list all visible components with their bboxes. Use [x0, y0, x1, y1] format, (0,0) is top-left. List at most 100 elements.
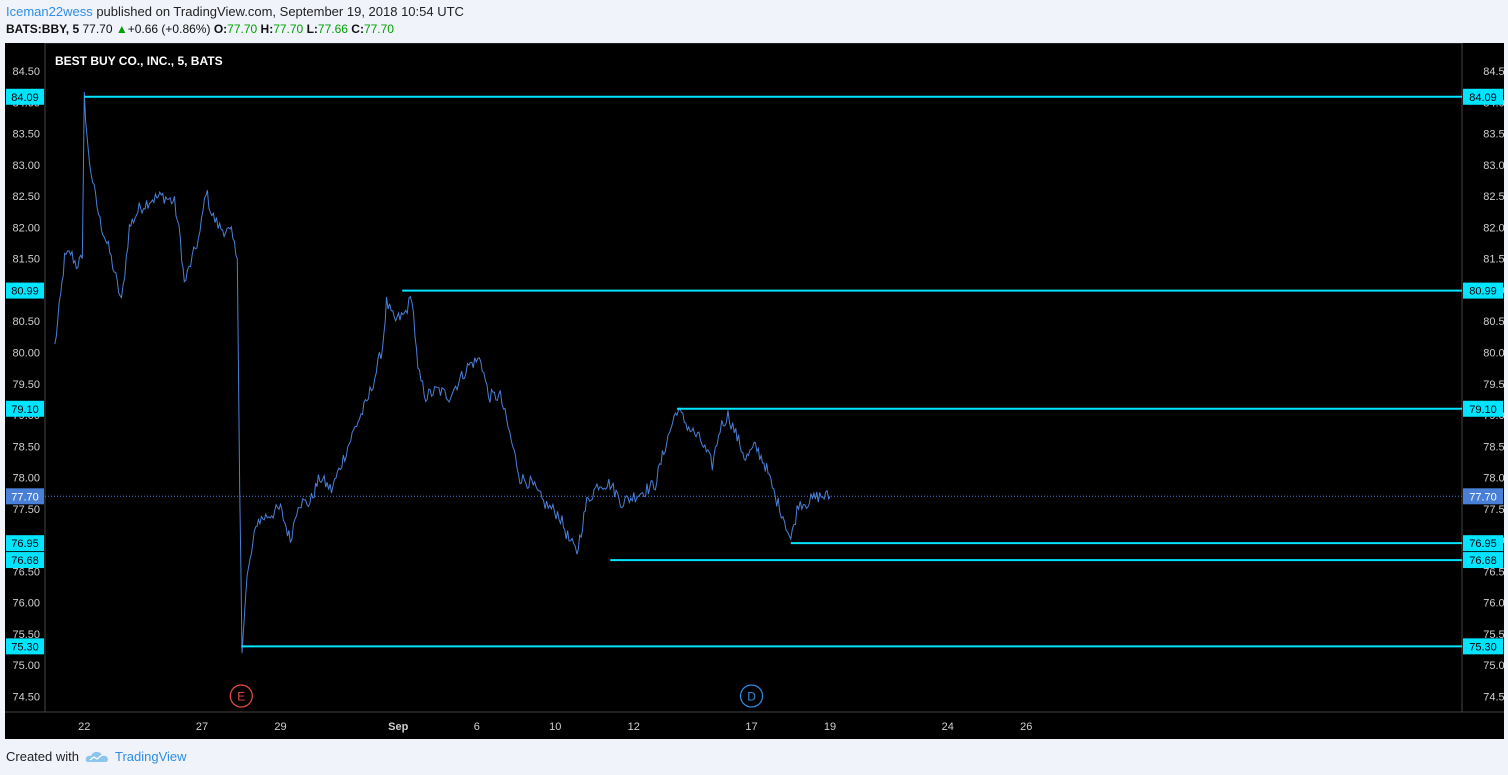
y-tick-left-11: 80.00 — [12, 347, 40, 359]
y-tick-left-18: 83.50 — [12, 129, 40, 141]
current-price-label-left: 77.70 — [11, 491, 39, 503]
level-tag-left-4 — [6, 552, 44, 569]
current-price-tag-left — [6, 488, 44, 505]
y-tick-left-12: 80.50 — [12, 316, 40, 328]
low-value: 77.66 — [317, 22, 348, 36]
current-price-tag-right — [1463, 488, 1503, 505]
plot-area — [44, 42, 1463, 713]
chart-area[interactable]: 74.50 74.50 75.00 75.00 75.50 75.50 76.00 76.00… — [5, 42, 1508, 739]
y-tick-right-12: 80.50 — [1483, 316, 1504, 328]
y-tick-left-15: 82.00 — [12, 222, 40, 234]
open-value: 77.70 — [227, 22, 258, 36]
y-tick-right-6: 77.50 — [1483, 504, 1504, 516]
y-tick-left-17: 83.00 — [12, 160, 40, 172]
last-price: 77.70 — [82, 22, 113, 36]
y-tick-right-1: 75.00 — [1483, 660, 1504, 672]
level-tag-right-2 — [1463, 400, 1503, 417]
price-chart[interactable]: 74.50 74.50 75.00 75.00 75.50 75.50 76.00 76.00… — [5, 42, 1508, 739]
level-tag-left-1 — [6, 282, 44, 299]
y-tick-right-11: 80.00 — [1483, 347, 1504, 359]
level-label-right-0: 84.09 — [1469, 92, 1497, 104]
level-label-left-0: 84.09 — [11, 92, 39, 104]
level-label-left-4: 76.68 — [11, 555, 39, 567]
high-label: H: — [260, 22, 274, 36]
y-tick-right-18: 83.50 — [1483, 129, 1504, 141]
created-with-text: Created with — [6, 749, 79, 764]
y-tick-left-6: 77.50 — [12, 504, 40, 516]
level-tag-right-1 — [1463, 282, 1503, 299]
x-tick-0: 22 — [78, 721, 90, 733]
y-tick-right-14: 81.50 — [1483, 254, 1504, 266]
y-tick-right-7: 78.00 — [1483, 473, 1504, 485]
level-tag-left-2 — [6, 400, 44, 417]
high-value: 77.70 — [273, 22, 304, 36]
level-tag-right-4 — [1463, 552, 1503, 569]
dividend-marker-icon — [739, 684, 764, 708]
level-label-left-5: 75.30 — [11, 641, 39, 653]
y-tick-left-14: 81.50 — [12, 254, 40, 266]
ohlc-legend: BATS:BBY, 5 77.70 ▲+0.66 (+0.86%) O:77.7… — [6, 22, 394, 36]
x-tick-7: 17 — [745, 721, 757, 733]
y-tick-left-16: 82.50 — [12, 191, 40, 203]
level-tag-right-0 — [1463, 88, 1503, 105]
x-tick-9: 24 — [942, 721, 954, 733]
change-value: +0.66 (+0.86%) — [127, 22, 211, 36]
y-tick-right-0: 74.50 — [1483, 691, 1504, 703]
x-tick-2: 29 — [274, 721, 286, 733]
low-label: L: — [306, 22, 318, 36]
level-label-left-2: 79.10 — [11, 404, 39, 416]
current-price-label-right: 77.70 — [1469, 491, 1497, 503]
y-tick-left-8: 78.50 — [12, 441, 40, 453]
x-tick-5: 10 — [549, 721, 561, 733]
x-tick-6: 12 — [628, 721, 640, 733]
open-label: O: — [213, 22, 228, 36]
x-tick-3: Sep — [388, 721, 408, 733]
level-tag-left-5 — [6, 638, 44, 655]
y-tick-right-10: 79.50 — [1483, 379, 1504, 391]
earnings-marker-label: E — [237, 690, 245, 704]
price-series-line — [54, 91, 831, 654]
y-tick-right-17: 83.00 — [1483, 160, 1504, 172]
y-tick-right-16: 82.50 — [1483, 191, 1504, 203]
publication-info: Iceman22wess published on TradingView.co… — [6, 4, 464, 19]
chart-title: BEST BUY CO., INC., 5, BATS — [55, 54, 223, 68]
level-label-left-3: 76.95 — [11, 538, 39, 550]
y-tick-left-20: 84.50 — [12, 66, 40, 78]
level-label-right-4: 76.68 — [1469, 555, 1497, 567]
level-tag-right-5 — [1463, 638, 1503, 655]
level-label-right-1: 80.99 — [1469, 286, 1497, 298]
footer: Created with TradingView — [6, 749, 187, 764]
level-label-left-1: 80.99 — [11, 286, 39, 298]
level-tag-left-0 — [6, 88, 44, 105]
y-tick-right-20: 84.50 — [1483, 66, 1504, 78]
y-tick-left-3: 76.00 — [12, 598, 40, 610]
published-text: published on TradingView.com, September … — [92, 4, 464, 19]
tradingview-cloud-icon[interactable] — [85, 750, 109, 764]
y-tick-right-8: 78.50 — [1483, 441, 1504, 453]
y-tick-left-10: 79.50 — [12, 379, 40, 391]
level-label-right-3: 76.95 — [1469, 538, 1497, 550]
x-tick-1: 27 — [196, 721, 208, 733]
up-arrow-icon: ▲ — [115, 22, 128, 36]
y-tick-left-0: 74.50 — [12, 691, 40, 703]
y-tick-right-2: 75.50 — [1483, 629, 1504, 641]
dividend-marker-label: D — [747, 690, 756, 704]
y-tick-left-7: 78.00 — [12, 473, 40, 485]
author-link[interactable]: Iceman22wess — [6, 4, 93, 19]
x-tick-8: 19 — [824, 721, 836, 733]
tradingview-link[interactable]: TradingView — [114, 749, 187, 764]
close-label: C: — [351, 22, 364, 36]
level-tag-left-3 — [6, 535, 44, 552]
y-tick-left-2: 75.50 — [12, 629, 40, 641]
y-tick-left-4: 76.50 — [12, 566, 40, 578]
y-tick-right-4: 76.50 — [1483, 566, 1504, 578]
symbol-label: BATS:BBY, 5 — [6, 22, 80, 36]
level-tag-right-3 — [1463, 535, 1503, 552]
close-value: 77.70 — [363, 22, 394, 36]
level-label-right-5: 75.30 — [1469, 641, 1497, 653]
x-tick-4: 6 — [474, 721, 480, 733]
level-label-right-2: 79.10 — [1469, 404, 1497, 416]
y-tick-right-3: 76.00 — [1483, 598, 1504, 610]
x-tick-10: 26 — [1020, 721, 1032, 733]
y-tick-left-1: 75.00 — [12, 660, 40, 672]
